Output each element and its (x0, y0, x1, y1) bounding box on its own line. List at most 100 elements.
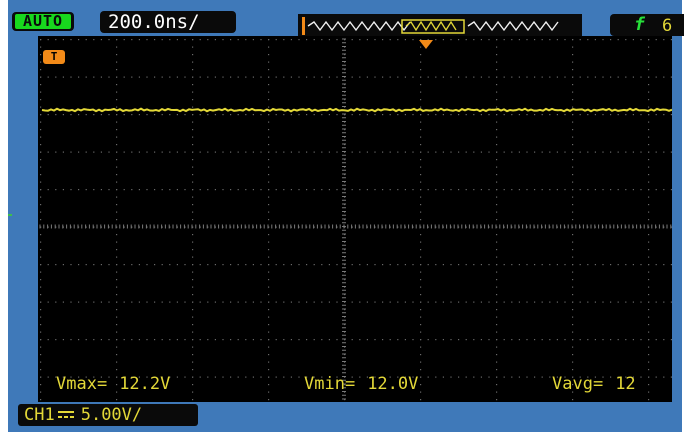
graticule-dot (85, 151, 87, 153)
graticule-dot (572, 301, 574, 303)
graticule-dot (192, 129, 194, 131)
graticule-dot (108, 39, 110, 41)
trigger-position-marker[interactable] (419, 40, 433, 49)
graticule-dot (655, 114, 657, 116)
graticule-dot (648, 256, 650, 258)
graticule-dot (617, 114, 619, 116)
graticule-dot (359, 76, 361, 78)
graticule-dot (40, 121, 42, 123)
graticule-dot (648, 159, 650, 161)
graticule-dot (298, 339, 300, 341)
graticule-dot (496, 384, 498, 386)
graticule-dot (116, 211, 118, 213)
graticule-dot (648, 204, 650, 206)
graticule-dot (40, 219, 42, 221)
graticule-dot (663, 339, 665, 341)
graticule-dot (40, 391, 42, 393)
graticule-dot (169, 301, 171, 303)
graticule-dot (192, 309, 194, 311)
graticule-dot (100, 264, 102, 266)
graticule-dot (40, 316, 42, 318)
graticule-dot (442, 339, 444, 341)
graticule-dot (108, 339, 110, 341)
graticule-dot (496, 106, 498, 108)
graticule-dot (268, 376, 270, 378)
graticule-dot (40, 354, 42, 356)
graticule-dot (55, 264, 57, 266)
trigger-level-marker[interactable]: T (43, 50, 65, 64)
graticule-dot (496, 211, 498, 213)
graticule-dot (154, 226, 156, 228)
graticule-dot (579, 151, 581, 153)
graticule-dot (412, 39, 414, 41)
graticule-dot (625, 189, 627, 191)
graticule-dot (116, 159, 118, 161)
graticule-dot (465, 376, 467, 378)
graticule-dot (549, 376, 551, 378)
graticule-dot (192, 84, 194, 86)
graticule-dot (412, 339, 414, 341)
graticule-dot (344, 361, 346, 363)
graticule-dot (230, 39, 232, 41)
graticule-dot (420, 346, 422, 348)
graticule-dot (260, 226, 262, 228)
graticule-dot (169, 39, 171, 41)
measurement-label: Vmax= (56, 374, 108, 394)
graticule-dot (85, 301, 87, 303)
graticule-dot (298, 264, 300, 266)
graticule-dot (336, 151, 338, 153)
graticule-dot (138, 114, 140, 116)
channel-1-scale-badge[interactable]: CH1 5.00V/ (18, 404, 198, 426)
graticule-dot (192, 316, 194, 318)
graticule-dot (344, 309, 346, 311)
graticule-dot (541, 151, 543, 153)
graticule-dot (435, 114, 437, 116)
graticule-dot (572, 39, 574, 41)
graticule-dot (93, 264, 95, 266)
graticule-dot (260, 76, 262, 78)
graticule-dot (663, 301, 665, 303)
graticule-dot (199, 189, 201, 191)
graticule-dot (670, 114, 672, 116)
graticule-dot (587, 76, 589, 78)
graticule-dot (496, 301, 498, 303)
graticule-dot (268, 264, 270, 266)
graticule-dot (450, 114, 452, 116)
graticule-dot (594, 339, 596, 341)
graticule-dot (648, 144, 650, 146)
graticule-dot (252, 76, 254, 78)
graticule-dot (420, 174, 422, 176)
graticule-dot (420, 331, 422, 333)
graticule-dot (435, 151, 437, 153)
graticule-dot (648, 106, 650, 108)
graticule-dot (344, 219, 346, 221)
graticule-dot (503, 39, 505, 41)
graticule-dot (344, 279, 346, 281)
graticule-dot (123, 301, 125, 303)
graticule-dot (154, 189, 156, 191)
graticule-dot (594, 76, 596, 78)
graticule-dot (496, 331, 498, 333)
graticule-dot (420, 279, 422, 281)
graticule-dot (214, 376, 216, 378)
graticule-dot (572, 309, 574, 311)
graticule-dot (655, 151, 657, 153)
graticule-dot (344, 99, 346, 101)
trigger-setup-indicator[interactable]: f 6 (610, 14, 684, 36)
graticule-dot (420, 226, 422, 228)
graticule-dot (503, 189, 505, 191)
channel-scale: 5.00V/ (80, 405, 143, 425)
graticule-dot (617, 189, 619, 191)
graticule-dot (344, 264, 346, 266)
graticule-dot (268, 301, 270, 303)
graticule-dot (366, 76, 368, 78)
graticule-dot (382, 264, 384, 266)
timebase-readout[interactable]: 200.0ns/ (100, 11, 236, 33)
acquisition-mode-badge[interactable]: AUTO (12, 12, 74, 31)
graticule-dot (389, 189, 391, 191)
graticule-dot (313, 376, 315, 378)
graticule-dot (116, 279, 118, 281)
graticule-dot (632, 264, 634, 266)
graticule-dot (564, 39, 566, 41)
graticule-dot (344, 286, 346, 288)
